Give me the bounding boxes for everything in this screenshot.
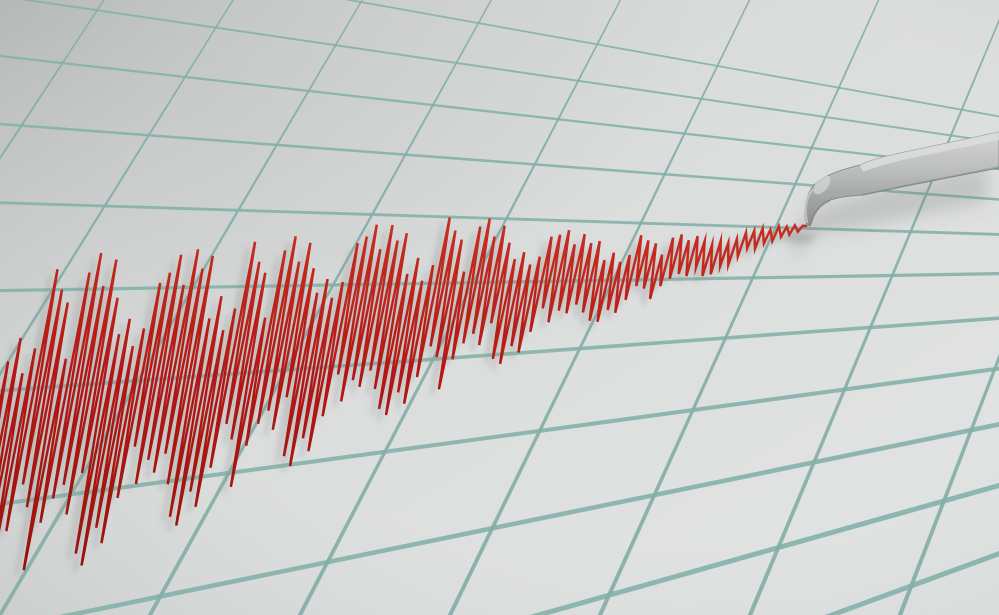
stylus-underside-shade bbox=[861, 166, 999, 196]
steep-grid-line bbox=[747, 18, 999, 615]
shallow-grid-line bbox=[0, 54, 999, 171]
steep-grid-line bbox=[597, 0, 880, 615]
shallow-grid-line bbox=[0, 366, 999, 507]
stylus-top-bevel bbox=[860, 132, 999, 172]
steep-grid-line bbox=[0, 0, 105, 161]
stylus-tip-highlight bbox=[804, 188, 814, 224]
shallow-grid-line bbox=[529, 482, 999, 615]
shallow-grid-line bbox=[824, 551, 999, 615]
seismogram-trace bbox=[0, 217, 808, 571]
stylus-knuckle-highlight bbox=[813, 175, 831, 195]
stylus-arm-icon bbox=[804, 131, 999, 227]
shallow-grid-line bbox=[344, 0, 999, 118]
stylus-tip-shade bbox=[810, 200, 830, 225]
shallow-grid-line bbox=[20, 0, 999, 144]
shallow-grid-line bbox=[58, 422, 999, 615]
steep-grid-line bbox=[0, 0, 234, 377]
stylus-shadow bbox=[784, 166, 987, 260]
steep-grid-line bbox=[897, 353, 999, 615]
